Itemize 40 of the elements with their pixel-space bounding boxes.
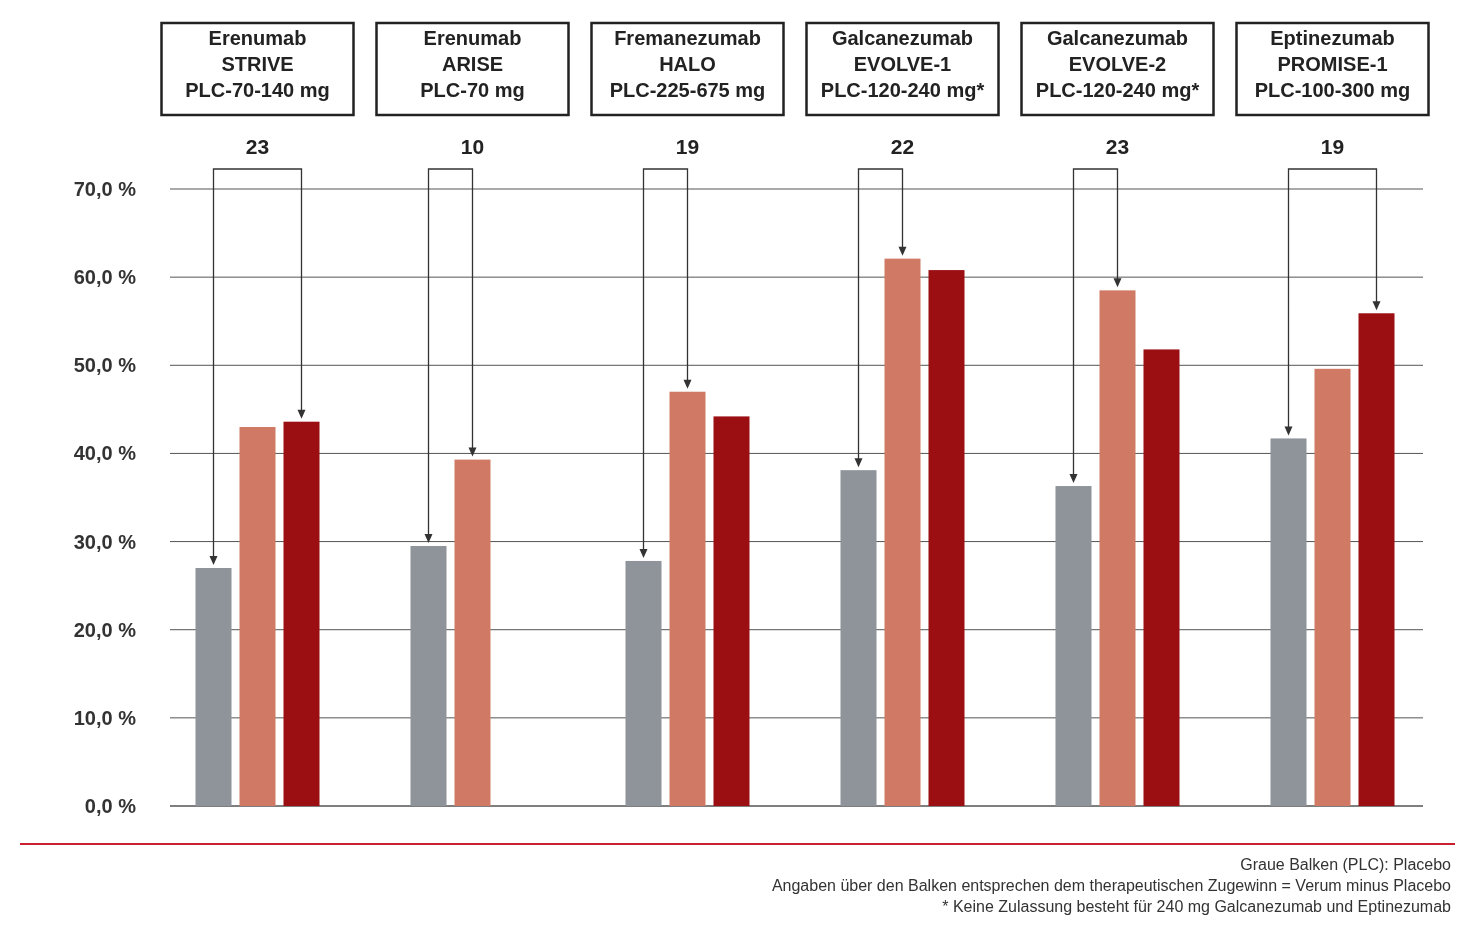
text: 23 <box>1105 135 1130 159</box>
x-tick-label: Galcanezumab EVOLVE-1 PLC-120-240 mg* <box>820 27 985 101</box>
text: 23 <box>245 135 270 159</box>
y-tick-label: 20,0 % <box>73 618 137 641</box>
x-tick-label: Eptinezumab PROMISE-1 PLC-100-300 mg <box>1254 27 1411 101</box>
x-tick-label: Erenumab ARISE PLC-70 mg <box>420 27 525 101</box>
y-tick-label: 50,0 % <box>73 354 137 377</box>
bar <box>195 568 232 806</box>
x-tick-label: Erenumab STRIVE PLC-70-140 mg <box>185 27 330 101</box>
bar <box>283 421 320 806</box>
bar <box>1099 290 1136 806</box>
bar <box>1270 438 1307 806</box>
x-tick-label: Fremanezumab HALO PLC-225-675 mg <box>609 27 766 101</box>
bar <box>669 391 706 806</box>
text: Graue Balken (PLC): Placebo <box>1240 855 1452 873</box>
text: 10 <box>460 135 485 159</box>
bar <box>410 545 447 806</box>
y-tick-label: 40,0 % <box>73 442 137 465</box>
text: 22 <box>890 135 915 159</box>
bar <box>884 258 921 806</box>
bar <box>625 560 662 806</box>
y-tick-label: 70,0 % <box>73 178 137 200</box>
text: * Keine Zulassung besteht für 240 mg Galcanezumab und Eptinezumab <box>942 897 1452 915</box>
text: 19 <box>1320 135 1345 159</box>
bar <box>1314 368 1351 806</box>
x-tick-label: Galcanezumab EVOLVE-2 PLC-120-240 mg* <box>1035 27 1200 101</box>
y-tick-label: 60,0 % <box>73 266 137 289</box>
bar <box>1055 486 1092 806</box>
bar <box>239 426 276 806</box>
text: Angaben über den Balken entsprechen dem therapeutischen Zugewinn = Verum minus Placebo <box>771 876 1452 894</box>
bar <box>454 459 491 806</box>
text: 19 <box>675 135 700 159</box>
bar <box>1358 313 1395 806</box>
bar <box>928 270 965 806</box>
bar <box>713 416 750 806</box>
bar <box>1143 349 1180 806</box>
y-tick-label: 30,0 % <box>73 530 137 553</box>
bar <box>840 470 877 806</box>
y-tick-label: 0,0 % <box>84 795 137 817</box>
y-tick-label: 10,0 % <box>73 706 137 729</box>
